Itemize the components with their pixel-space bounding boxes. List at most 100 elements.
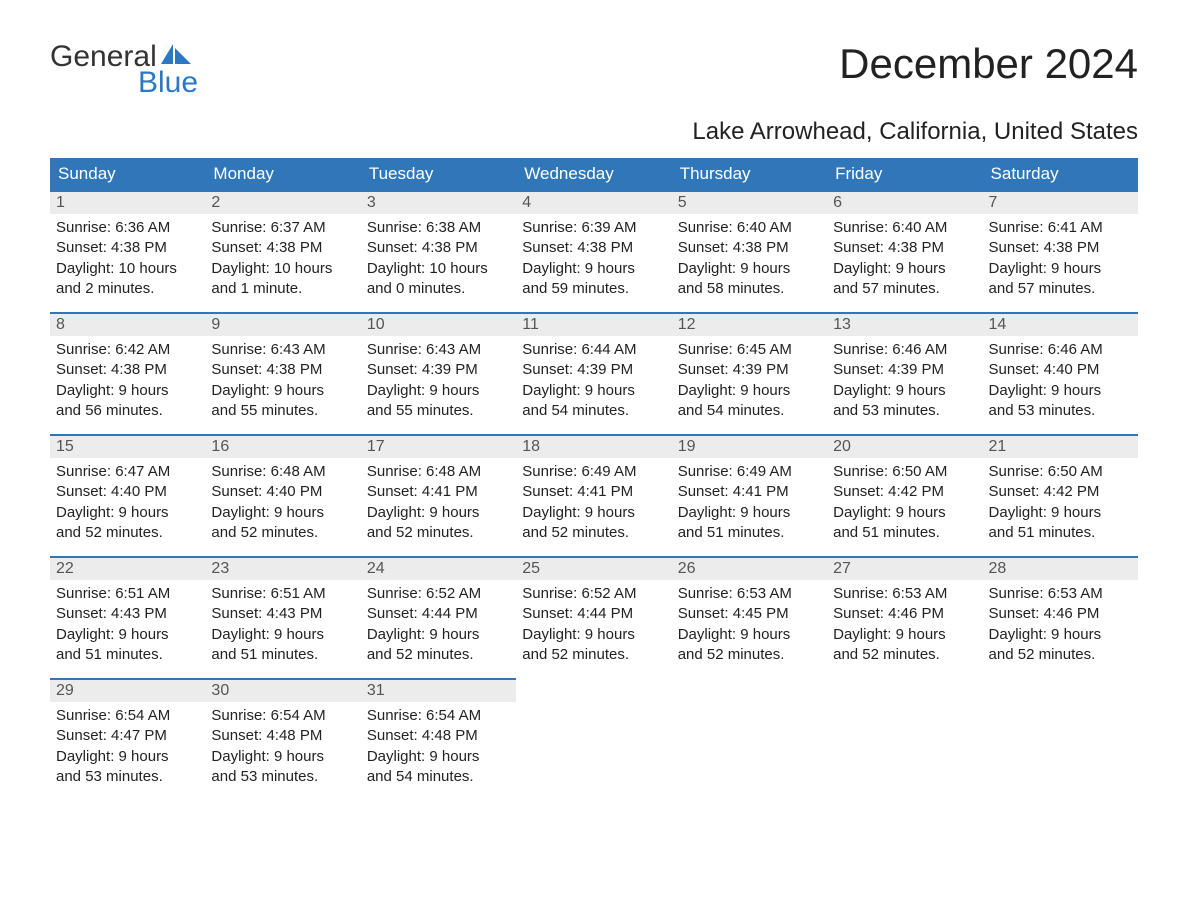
daylight-text-2: and 2 minutes. — [56, 279, 199, 299]
day-number: 16 — [205, 434, 360, 458]
daylight-text-1: Daylight: 9 hours — [989, 259, 1132, 279]
day-details: Sunrise: 6:36 AMSunset: 4:38 PMDaylight:… — [50, 214, 205, 303]
day-details: Sunrise: 6:47 AMSunset: 4:40 PMDaylight:… — [50, 458, 205, 547]
sunset-text: Sunset: 4:46 PM — [833, 604, 976, 624]
sunrise-text: Sunrise: 6:52 AM — [522, 584, 665, 604]
daylight-text-2: and 53 minutes. — [833, 401, 976, 421]
day-header: Monday — [205, 158, 360, 190]
daylight-text-2: and 51 minutes. — [833, 523, 976, 543]
sunset-text: Sunset: 4:38 PM — [211, 360, 354, 380]
sunset-text: Sunset: 4:43 PM — [56, 604, 199, 624]
calendar-cell: 1Sunrise: 6:36 AMSunset: 4:38 PMDaylight… — [50, 190, 205, 312]
page-title: December 2024 — [839, 40, 1138, 88]
daylight-text-2: and 52 minutes. — [522, 645, 665, 665]
sunrise-text: Sunrise: 6:50 AM — [833, 462, 976, 482]
day-number: 18 — [516, 434, 671, 458]
calendar-cell: 10Sunrise: 6:43 AMSunset: 4:39 PMDayligh… — [361, 312, 516, 434]
calendar-cell: 18Sunrise: 6:49 AMSunset: 4:41 PMDayligh… — [516, 434, 671, 556]
day-details: Sunrise: 6:39 AMSunset: 4:38 PMDaylight:… — [516, 214, 671, 303]
day-number: 27 — [827, 556, 982, 580]
calendar-cell: 25Sunrise: 6:52 AMSunset: 4:44 PMDayligh… — [516, 556, 671, 678]
day-details: Sunrise: 6:53 AMSunset: 4:46 PMDaylight:… — [983, 580, 1138, 669]
daylight-text-2: and 52 minutes. — [833, 645, 976, 665]
daylight-text-2: and 56 minutes. — [56, 401, 199, 421]
calendar-cell: 9Sunrise: 6:43 AMSunset: 4:38 PMDaylight… — [205, 312, 360, 434]
daylight-text-1: Daylight: 9 hours — [522, 503, 665, 523]
day-number: 7 — [983, 190, 1138, 214]
day-number: 14 — [983, 312, 1138, 336]
daylight-text-2: and 58 minutes. — [678, 279, 821, 299]
sunrise-text: Sunrise: 6:53 AM — [989, 584, 1132, 604]
daylight-text-2: and 57 minutes. — [989, 279, 1132, 299]
calendar-cell: 30Sunrise: 6:54 AMSunset: 4:48 PMDayligh… — [205, 678, 360, 800]
sunrise-text: Sunrise: 6:39 AM — [522, 218, 665, 238]
sunset-text: Sunset: 4:38 PM — [989, 238, 1132, 258]
sunrise-text: Sunrise: 6:38 AM — [367, 218, 510, 238]
day-number: 1 — [50, 190, 205, 214]
daylight-text-2: and 59 minutes. — [522, 279, 665, 299]
sunset-text: Sunset: 4:42 PM — [989, 482, 1132, 502]
daylight-text-1: Daylight: 9 hours — [211, 625, 354, 645]
sunset-text: Sunset: 4:44 PM — [522, 604, 665, 624]
daylight-text-2: and 1 minute. — [211, 279, 354, 299]
day-details: Sunrise: 6:41 AMSunset: 4:38 PMDaylight:… — [983, 214, 1138, 303]
sunrise-text: Sunrise: 6:54 AM — [367, 706, 510, 726]
day-number: 23 — [205, 556, 360, 580]
logo: General Blue — [50, 40, 198, 100]
day-details: Sunrise: 6:40 AMSunset: 4:38 PMDaylight:… — [672, 214, 827, 303]
daylight-text-2: and 52 minutes. — [678, 645, 821, 665]
day-details: Sunrise: 6:42 AMSunset: 4:38 PMDaylight:… — [50, 336, 205, 425]
calendar-cell: 15Sunrise: 6:47 AMSunset: 4:40 PMDayligh… — [50, 434, 205, 556]
daylight-text-1: Daylight: 9 hours — [833, 625, 976, 645]
calendar-cell: 2Sunrise: 6:37 AMSunset: 4:38 PMDaylight… — [205, 190, 360, 312]
day-number: 31 — [361, 678, 516, 702]
day-details: Sunrise: 6:49 AMSunset: 4:41 PMDaylight:… — [672, 458, 827, 547]
day-number: 20 — [827, 434, 982, 458]
sunrise-text: Sunrise: 6:47 AM — [56, 462, 199, 482]
day-number: 8 — [50, 312, 205, 336]
calendar-cell: 16Sunrise: 6:48 AMSunset: 4:40 PMDayligh… — [205, 434, 360, 556]
sunset-text: Sunset: 4:47 PM — [56, 726, 199, 746]
sunset-text: Sunset: 4:41 PM — [367, 482, 510, 502]
sunset-text: Sunset: 4:38 PM — [678, 238, 821, 258]
daylight-text-2: and 53 minutes. — [211, 767, 354, 787]
daylight-text-1: Daylight: 9 hours — [367, 625, 510, 645]
daylight-text-2: and 52 minutes. — [989, 645, 1132, 665]
calendar-cell: .. — [672, 678, 827, 800]
daylight-text-2: and 57 minutes. — [833, 279, 976, 299]
day-number: 10 — [361, 312, 516, 336]
calendar-cell: 29Sunrise: 6:54 AMSunset: 4:47 PMDayligh… — [50, 678, 205, 800]
sunset-text: Sunset: 4:39 PM — [678, 360, 821, 380]
calendar-cell: 17Sunrise: 6:48 AMSunset: 4:41 PMDayligh… — [361, 434, 516, 556]
sunset-text: Sunset: 4:42 PM — [833, 482, 976, 502]
calendar-cell: 21Sunrise: 6:50 AMSunset: 4:42 PMDayligh… — [983, 434, 1138, 556]
day-number: 9 — [205, 312, 360, 336]
sunset-text: Sunset: 4:46 PM — [989, 604, 1132, 624]
sunrise-text: Sunrise: 6:37 AM — [211, 218, 354, 238]
daylight-text-1: Daylight: 9 hours — [56, 381, 199, 401]
calendar-cell: 28Sunrise: 6:53 AMSunset: 4:46 PMDayligh… — [983, 556, 1138, 678]
day-details: Sunrise: 6:50 AMSunset: 4:42 PMDaylight:… — [827, 458, 982, 547]
daylight-text-1: Daylight: 10 hours — [367, 259, 510, 279]
daylight-text-1: Daylight: 9 hours — [989, 625, 1132, 645]
calendar-cell: 13Sunrise: 6:46 AMSunset: 4:39 PMDayligh… — [827, 312, 982, 434]
sunset-text: Sunset: 4:40 PM — [211, 482, 354, 502]
daylight-text-2: and 51 minutes. — [211, 645, 354, 665]
daylight-text-1: Daylight: 9 hours — [56, 747, 199, 767]
sunrise-text: Sunrise: 6:41 AM — [989, 218, 1132, 238]
day-details: Sunrise: 6:52 AMSunset: 4:44 PMDaylight:… — [516, 580, 671, 669]
daylight-text-1: Daylight: 9 hours — [367, 503, 510, 523]
sunset-text: Sunset: 4:40 PM — [989, 360, 1132, 380]
calendar-table: SundayMondayTuesdayWednesdayThursdayFrid… — [50, 158, 1138, 800]
day-header: Sunday — [50, 158, 205, 190]
sunset-text: Sunset: 4:38 PM — [522, 238, 665, 258]
calendar-cell: 31Sunrise: 6:54 AMSunset: 4:48 PMDayligh… — [361, 678, 516, 800]
sunrise-text: Sunrise: 6:36 AM — [56, 218, 199, 238]
daylight-text-1: Daylight: 9 hours — [833, 259, 976, 279]
sunset-text: Sunset: 4:45 PM — [678, 604, 821, 624]
day-details: Sunrise: 6:43 AMSunset: 4:39 PMDaylight:… — [361, 336, 516, 425]
day-details: Sunrise: 6:54 AMSunset: 4:47 PMDaylight:… — [50, 702, 205, 791]
daylight-text-2: and 52 minutes. — [522, 523, 665, 543]
day-header: Saturday — [983, 158, 1138, 190]
daylight-text-1: Daylight: 9 hours — [211, 381, 354, 401]
